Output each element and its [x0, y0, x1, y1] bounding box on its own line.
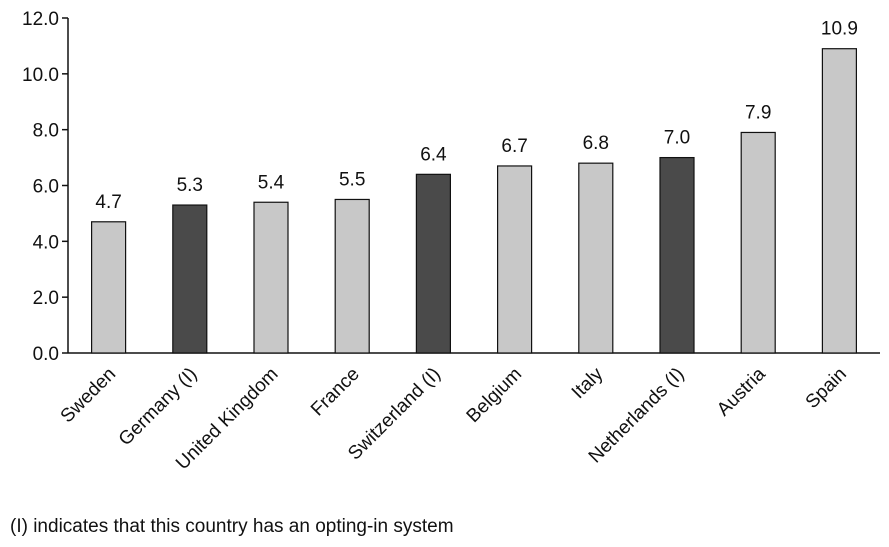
bar-belgium — [497, 165, 533, 354]
value-label: 6.7 — [501, 136, 527, 157]
category-label: Belgium — [463, 364, 526, 427]
value-label: 10.9 — [821, 19, 858, 40]
y-tick-label: 10.0 — [22, 65, 59, 86]
bar-sweden — [90, 221, 127, 354]
y-tick-label: 2.0 — [33, 288, 59, 309]
category-label: Germany (I) — [115, 364, 202, 451]
category-label: France — [307, 364, 364, 421]
bar-germany-i — [172, 204, 208, 354]
footnote: (I) indicates that this country has an o… — [10, 516, 454, 537]
bar-austria — [740, 131, 776, 354]
value-label: 4.7 — [95, 192, 121, 213]
y-axis-ticks: 0.0 2.0 4.0 6.0 8.0 10.0 12.0 — [22, 9, 68, 365]
value-label: 7.0 — [664, 128, 690, 149]
y-tick-label: 4.0 — [33, 232, 59, 253]
y-tick-label: 12.0 — [22, 9, 59, 30]
bar-italy — [578, 162, 614, 354]
bar-spain — [821, 48, 858, 354]
bar-netherlands-i — [659, 156, 695, 354]
value-label: 6.8 — [583, 133, 609, 154]
value-label: 7.9 — [745, 102, 771, 123]
bar-switzerland-i — [415, 173, 451, 354]
value-label: 6.4 — [420, 144, 447, 165]
bar-united-kingdom — [253, 201, 289, 354]
value-labels: 4.7 5.3 5.4 5.5 6.4 6.7 6.8 7.0 7.9 10.9 — [95, 19, 858, 213]
y-tick-label: 0.0 — [33, 344, 59, 365]
y-tick-label: 8.0 — [33, 121, 59, 142]
category-label: Italy — [568, 363, 608, 403]
value-label: 5.4 — [258, 172, 285, 193]
bars — [90, 48, 858, 354]
bar-france — [334, 198, 370, 354]
value-label: 5.3 — [177, 175, 203, 196]
category-label: Spain — [802, 364, 851, 413]
category-label: Austria — [713, 363, 770, 420]
category-label: Sweden — [57, 364, 120, 427]
y-tick-label: 6.0 — [33, 177, 59, 198]
value-label: 5.5 — [339, 169, 365, 190]
